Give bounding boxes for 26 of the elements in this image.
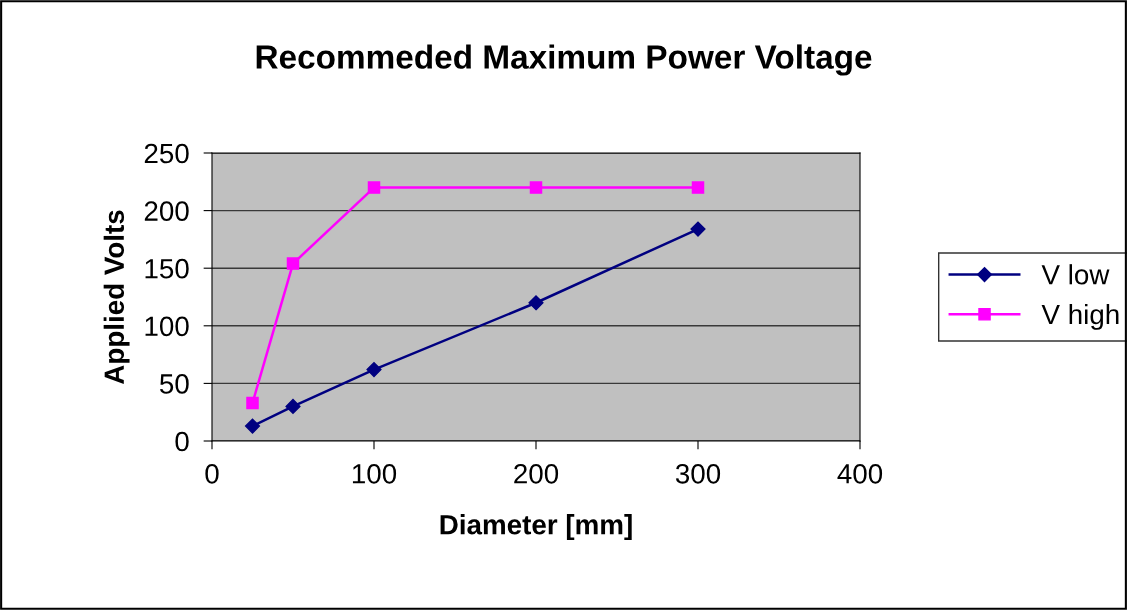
y-tick-label: 150 xyxy=(145,258,189,279)
point xyxy=(285,398,301,415)
point xyxy=(367,181,381,194)
x-tick-label: 300 xyxy=(675,463,721,484)
point xyxy=(690,221,706,237)
x-axis-title: Diameter [mm] xyxy=(440,514,632,541)
y-tick-label: 200 xyxy=(144,201,189,221)
point xyxy=(246,396,259,410)
point xyxy=(244,418,261,434)
y-tick-label: 100 xyxy=(145,316,189,337)
x-tick-label: 400 xyxy=(837,463,883,484)
point xyxy=(286,257,300,270)
x-tick-label: 0 xyxy=(205,463,219,484)
chart-title: Recommeded Maximum Power Voltage xyxy=(256,44,872,76)
point xyxy=(528,295,544,311)
legend-label: V high xyxy=(1041,303,1119,330)
x-tick-label: 200 xyxy=(514,463,559,484)
y-tick-label: 50 xyxy=(159,374,189,394)
y-axis-title: Applied Volts xyxy=(103,210,130,385)
legend-label: V low xyxy=(1041,264,1110,285)
point xyxy=(529,181,543,194)
y-tick-label: 250 xyxy=(144,143,189,164)
point xyxy=(366,362,382,378)
point xyxy=(691,181,705,194)
x-tick-label: 100 xyxy=(352,463,397,484)
y-tick-label: 0 xyxy=(175,431,189,452)
